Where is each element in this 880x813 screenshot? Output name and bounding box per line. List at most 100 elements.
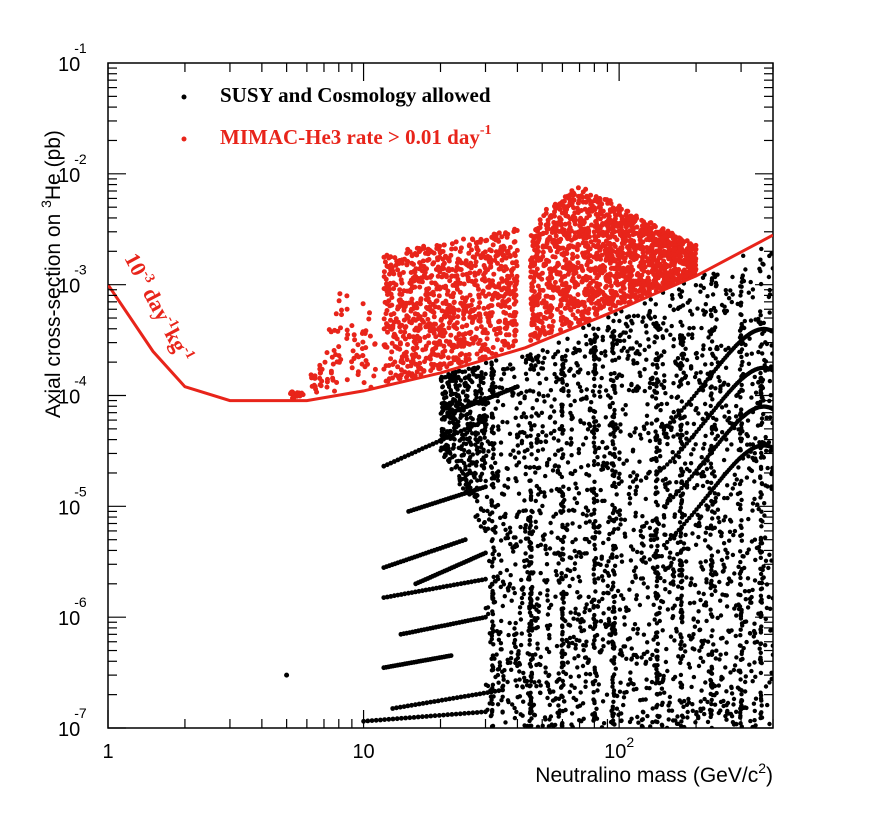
susy-point	[553, 569, 559, 574]
susy-point	[719, 674, 724, 680]
susy-point	[697, 380, 702, 385]
mimac-point	[453, 246, 458, 252]
susy-point	[538, 511, 543, 516]
susy-point	[693, 522, 698, 528]
susy-point	[696, 590, 701, 595]
susy-point	[663, 476, 668, 482]
susy-point	[709, 471, 715, 476]
mimac-point	[504, 266, 510, 272]
susy-point	[671, 456, 676, 461]
susy-point	[490, 663, 495, 668]
susy-point	[565, 522, 570, 527]
susy-point	[629, 381, 634, 387]
susy-point	[713, 436, 718, 442]
susy-point	[734, 655, 739, 660]
mimac-point	[401, 305, 407, 310]
susy-point	[709, 329, 715, 334]
mimac-point	[398, 277, 404, 283]
susy-point	[527, 718, 532, 724]
susy-point	[460, 486, 466, 491]
susy-point	[629, 680, 634, 686]
susy-point	[458, 412, 464, 418]
susy-point	[738, 559, 743, 565]
susy-point	[496, 637, 502, 642]
susy-point	[630, 321, 635, 326]
susy-point	[386, 716, 392, 722]
mimac-point	[397, 287, 403, 293]
mimac-point	[440, 284, 446, 290]
susy-point	[543, 547, 548, 552]
susy-point	[765, 702, 770, 708]
susy-point	[559, 654, 565, 660]
susy-point	[694, 710, 699, 715]
susy-point	[584, 551, 589, 556]
susy-point	[420, 701, 426, 706]
susy-point	[441, 712, 446, 718]
susy-point	[664, 328, 669, 333]
susy-point	[525, 447, 530, 452]
susy-point	[721, 518, 726, 523]
susy-point	[445, 712, 451, 718]
mimac-point	[400, 270, 406, 275]
mimac-point	[476, 292, 482, 298]
susy-point	[753, 317, 758, 322]
susy-point	[447, 379, 452, 384]
susy-point	[534, 483, 539, 489]
susy-point	[662, 378, 667, 384]
susy-point	[533, 470, 538, 475]
susy-point	[672, 638, 677, 643]
susy-point	[473, 494, 478, 500]
susy-point	[650, 706, 655, 711]
susy-point	[515, 695, 520, 700]
susy-point	[535, 448, 541, 453]
susy-point	[481, 458, 486, 463]
susy-point	[591, 496, 597, 501]
mimac-point	[414, 369, 420, 375]
susy-point	[574, 637, 579, 643]
mimac-point	[492, 327, 497, 333]
susy-point	[671, 344, 676, 349]
susy-point	[284, 672, 290, 678]
susy-point	[653, 491, 658, 497]
mimac-point	[422, 312, 428, 318]
susy-point	[739, 698, 745, 703]
susy-point	[726, 711, 731, 716]
susy-point	[701, 346, 706, 352]
susy-point	[696, 411, 701, 416]
susy-point	[584, 537, 589, 542]
susy-point	[545, 626, 551, 631]
susy-point	[667, 694, 673, 700]
susy-point	[498, 538, 504, 543]
susy-point	[579, 388, 584, 394]
susy-point	[660, 700, 665, 705]
susy-point	[565, 348, 570, 353]
susy-point	[767, 721, 772, 727]
susy-point	[668, 459, 673, 464]
susy-point	[534, 398, 540, 403]
susy-point	[737, 604, 743, 609]
susy-point	[619, 479, 624, 484]
susy-point	[493, 504, 498, 510]
susy-point	[498, 647, 503, 652]
susy-point	[739, 421, 745, 426]
susy-point	[766, 274, 772, 280]
susy-point	[758, 650, 763, 655]
mimac-point	[438, 317, 444, 323]
susy-point	[739, 566, 745, 572]
susy-point	[552, 464, 557, 469]
susy-point	[527, 610, 533, 615]
susy-point	[654, 384, 659, 389]
susy-point	[685, 709, 690, 715]
susy-point	[566, 622, 571, 627]
susy-point	[752, 660, 757, 665]
susy-point	[722, 565, 727, 570]
susy-point	[758, 344, 763, 349]
susy-point	[650, 375, 655, 380]
susy-point	[723, 365, 729, 370]
susy-point	[491, 545, 496, 550]
susy-point	[440, 384, 446, 389]
susy-point	[663, 567, 668, 572]
susy-point	[693, 407, 698, 413]
susy-point	[758, 309, 763, 314]
susy-point	[522, 498, 527, 503]
